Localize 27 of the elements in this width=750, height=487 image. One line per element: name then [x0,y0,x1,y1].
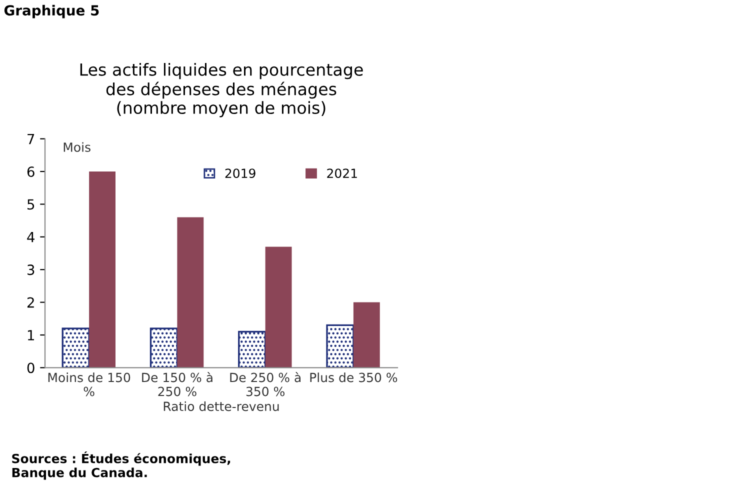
x-tick-label: Plus de 350 % [310,372,398,382]
bar [62,328,90,368]
y-tick-label: 6 [27,166,34,177]
bar [89,171,116,368]
y-tick-label: 5 [28,199,34,210]
y-tick-label: 7 [28,134,34,144]
y-tick-label: 3 [28,264,34,276]
y-tick-label: 0 [27,362,34,374]
x-tick-label: De 250 % à 350 % [230,372,300,396]
x-tick-label: Moins de 150 % [48,372,130,396]
y-tick-label: 1 [28,330,34,340]
bar [150,328,178,368]
bar [265,246,292,368]
y-tick-label: 4 [27,232,34,242]
source-note: Sources : Études économiques, Banque du Canada. [12,452,230,480]
x-tick-label: De 150 % à 250 % [142,372,212,396]
x-axis-title: Ratio dette-revenu [164,401,279,412]
bar [177,217,204,368]
bar [326,324,354,368]
y-axis-title: Mois [64,142,90,152]
chart-title: Les actifs liquides en pourcentage des dépenses des ménages (nombre moyen de mois) [80,63,363,118]
legend-label: 2019 [225,168,256,178]
y-tick-label: 2 [27,297,34,308]
legend-label: 2021 [327,168,357,178]
bar [238,330,266,368]
text: Graphique 5 [4,4,99,18]
bar [353,302,380,368]
